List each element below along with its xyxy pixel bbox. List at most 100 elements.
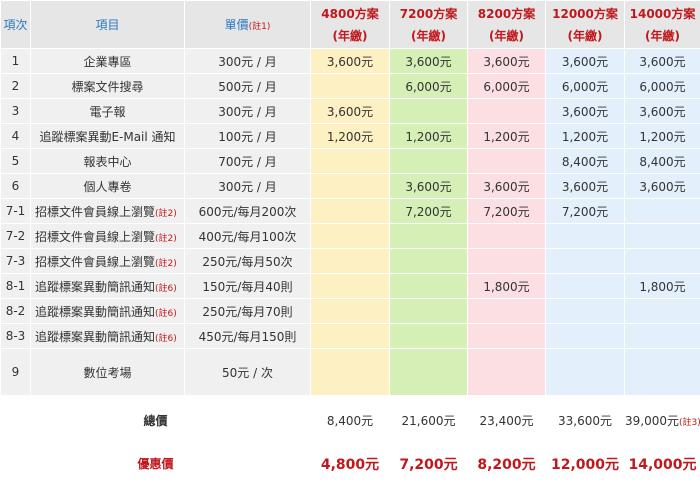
plan-cell: 1,200元 <box>467 123 546 149</box>
plan-sub: (年繳) <box>332 28 368 43</box>
total-value: 33,600元 <box>558 414 612 428</box>
item-note: (註2) <box>155 233 177 244</box>
row-number: 2 <box>0 73 31 99</box>
header-price-note: (註1) <box>248 22 271 32</box>
total-note: (註3) <box>679 418 700 428</box>
plan-cell <box>624 348 700 396</box>
plan-cell <box>467 148 546 174</box>
total-label: 總價 <box>0 395 311 446</box>
row-unit-price: 500元 / 月 <box>184 73 311 99</box>
item-label: 追蹤標案異動簡訊通知 <box>35 304 156 319</box>
row-item: 個人專卷 <box>30 173 185 199</box>
plan-cell: 3,600元 <box>389 173 468 199</box>
plan-cell <box>467 298 546 324</box>
header-plan-5: 14000方案 (年繳) <box>624 0 700 49</box>
promo-cell: 12,000元 <box>545 445 625 482</box>
row-number: 6 <box>0 173 31 199</box>
plan-cell <box>310 198 390 224</box>
total-value: 23,400元 <box>479 414 534 428</box>
header-plan-4: 12000方案 (年繳) <box>545 0 625 49</box>
header-row: 項次 項目 單價(註1) 4800方案 (年繳) 7200方案 (年繳) 8200方… <box>0 0 700 49</box>
table-row: 7-2 招標文件會員線上瀏覽(註2) 400元/每月100次 <box>0 223 700 249</box>
plan-cell: 3,600元 <box>467 173 546 199</box>
plan-cell: 6,000元 <box>467 73 546 99</box>
plan-cell <box>389 223 468 249</box>
row-item: 追蹤標案異動簡訊通知(註6) <box>30 298 185 324</box>
promo-cell: 4,800元 <box>310 445 390 482</box>
total-cell: 8,400元 <box>310 395 390 446</box>
plan-cell <box>310 73 390 99</box>
promo-cell: 8,200元 <box>467 445 546 482</box>
plan-cell <box>389 148 468 174</box>
plan-cell <box>545 248 625 274</box>
plan-cell <box>310 148 390 174</box>
item-label: 電子報 <box>89 104 126 119</box>
plan-cell: 1,200元 <box>545 123 625 149</box>
plan-cell: 3,600元 <box>310 48 390 74</box>
row-number: 8-3 <box>0 323 31 349</box>
plan-cell <box>310 248 390 274</box>
plan-cell: 1,200元 <box>310 123 390 149</box>
item-label: 招標文件會員線上瀏覽 <box>35 204 156 219</box>
plan-cell: 6,000元 <box>389 73 468 99</box>
plan-cell: 6,000元 <box>545 73 625 99</box>
plan-name: 8200方案 <box>477 6 536 21</box>
header-plan-3: 8200方案 (年繳) <box>467 0 546 49</box>
row-number: 7-2 <box>0 223 31 249</box>
item-label: 追蹤標案異動簡訊通知 <box>35 329 156 344</box>
row-item: 追蹤標案異動E-Mail 通知 <box>30 123 185 149</box>
total-cell: 21,600元 <box>389 395 468 446</box>
table-row: 1 企業專區 300元 / 月 3,600元 3,600元 3,600元 3,600元 3,6… <box>0 48 700 74</box>
plan-cell <box>310 273 390 299</box>
table-row: 8-1 追蹤標案異動簡訊通知(註6) 150元/每月40則 1,800元 1,800元 <box>0 273 700 299</box>
plan-cell <box>624 323 700 349</box>
row-unit-price: 100元 / 月 <box>184 123 311 149</box>
row-number: 9 <box>0 348 31 396</box>
row-unit-price: 150元/每月40則 <box>184 273 311 299</box>
item-label: 追蹤標案異動簡訊通知 <box>35 279 156 294</box>
total-value: 8,400元 <box>326 414 374 428</box>
plan-cell <box>389 98 468 124</box>
plan-cell <box>624 298 700 324</box>
plan-cell <box>545 223 625 249</box>
plan-cell: 3,600元 <box>467 48 546 74</box>
plan-sub: (年繳) <box>567 28 603 43</box>
item-note: (註6) <box>155 283 177 294</box>
plan-cell <box>467 248 546 274</box>
row-number: 1 <box>0 48 31 74</box>
total-value: 21,600元 <box>401 414 456 428</box>
row-unit-price: 400元/每月100次 <box>184 223 311 249</box>
plan-cell <box>389 298 468 324</box>
table-row: 2 標案文件搜尋 500元 / 月 6,000元 6,000元 6,000元 6,000元 <box>0 73 700 99</box>
plan-sub: (年繳) <box>489 28 524 43</box>
item-label: 招標文件會員線上瀏覽 <box>35 254 156 269</box>
total-row: 總價 8,400元 21,600元 23,400元 33,600元 39,000元(註3) <box>0 395 700 446</box>
plan-cell: 7,200元 <box>545 198 625 224</box>
plan-cell <box>545 298 625 324</box>
plan-cell: 7,200元 <box>467 198 546 224</box>
plan-cell <box>310 173 390 199</box>
table-row: 5 報表中心 700元 / 月 8,400元 8,400元 <box>0 148 700 174</box>
plan-cell: 1,800元 <box>624 273 700 299</box>
row-unit-price: 50元 / 次 <box>184 348 311 396</box>
plan-cell <box>467 348 546 396</box>
item-label: 數位考場 <box>83 365 132 380</box>
table-row: 6 個人專卷 300元 / 月 3,600元 3,600元 3,600元 3,600元 <box>0 173 700 199</box>
plan-cell <box>467 98 546 124</box>
plan-cell <box>310 348 390 396</box>
total-cell: 39,000元(註3) <box>624 395 700 446</box>
total-cell: 23,400元 <box>467 395 546 446</box>
header-plan-2: 7200方案 (年繳) <box>389 0 468 49</box>
plan-cell <box>624 198 700 224</box>
item-label: 個人專卷 <box>83 179 132 194</box>
plan-cell <box>389 273 468 299</box>
plan-cell: 3,600元 <box>310 98 390 124</box>
table-row: 7-3 招標文件會員線上瀏覽(註2) 250元/每月50次 <box>0 248 700 274</box>
header-plan-1: 4800方案 (年繳) <box>310 0 390 49</box>
plan-cell: 3,600元 <box>624 173 700 199</box>
plan-name: 12000方案 <box>552 6 618 21</box>
plan-cell <box>624 223 700 249</box>
table-row: 8-3 追蹤標案異動簡訊通知(註6) 450元/每月150則 <box>0 323 700 349</box>
table-row: 4 追蹤標案異動E-Mail 通知 100元 / 月 1,200元 1,200元 1,20… <box>0 123 700 149</box>
row-item: 電子報 <box>30 98 185 124</box>
